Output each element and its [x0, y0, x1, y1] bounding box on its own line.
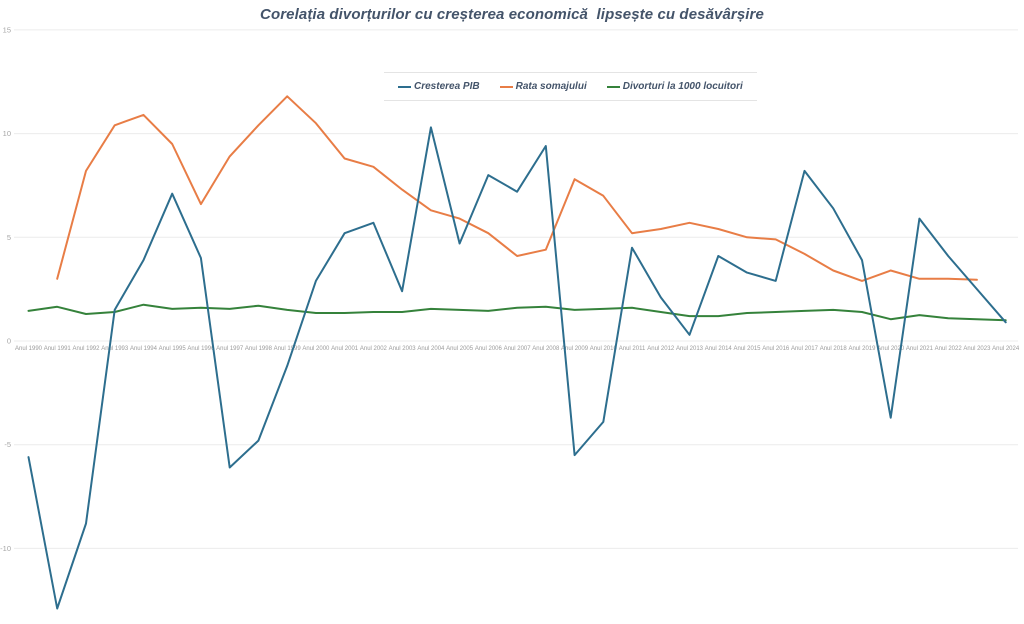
- x-tick-label: Anul 2004: [417, 346, 445, 352]
- legend-label-pib: Cresterea PIB: [414, 81, 480, 92]
- x-tick-label: Anul 2018: [820, 346, 848, 352]
- legend-label-somaj: Rata somajului: [515, 81, 587, 92]
- y-tick-label: -5: [4, 440, 11, 449]
- x-tick-label: Anul 1999: [274, 346, 302, 352]
- x-tick-label: Anul 2010: [590, 346, 618, 352]
- y-tick-label: -10: [0, 544, 11, 553]
- x-tick-label: Anul 2009: [561, 346, 589, 352]
- x-tick-label: Anul 2021: [906, 346, 934, 352]
- x-tick-label: Anul 2012: [647, 346, 675, 352]
- x-tick-label: Anul 1990: [15, 346, 43, 352]
- x-tick-label: Anul 2003: [389, 346, 417, 352]
- x-tick-label: Anul 2015: [733, 346, 761, 352]
- x-tick-label: Anul 2017: [791, 346, 819, 352]
- x-tick-label: Anul 1997: [216, 346, 244, 352]
- legend-item-pib: Cresterea PIB: [398, 81, 480, 92]
- x-tick-label: Anul 1993: [101, 346, 129, 352]
- legend-label-divort: Divorturi la 1000 locuitori: [622, 81, 743, 92]
- y-tick-label: 15: [3, 25, 11, 34]
- legend-item-somaj: Rata somajului: [499, 81, 587, 92]
- x-tick-label: Anul 1996: [187, 346, 215, 352]
- x-tick-label: Anul 2020: [877, 346, 905, 352]
- x-tick-label: Anul 2022: [935, 346, 963, 352]
- x-tick-label: Anul 2016: [762, 346, 790, 352]
- x-tick-label: Anul 1991: [44, 346, 72, 352]
- y-tick-label: 5: [7, 233, 11, 242]
- x-tick-label: Anul 2014: [705, 346, 733, 352]
- x-tick-label: Anul 2024: [992, 346, 1020, 352]
- x-tick-label: Anul 2013: [676, 346, 704, 352]
- x-tick-label: Anul 2008: [532, 346, 560, 352]
- x-tick-label: Anul 2000: [302, 346, 330, 352]
- x-tick-label: Anul 2023: [963, 346, 991, 352]
- x-tick-label: Anul 1995: [159, 346, 187, 352]
- legend: Cresterea PIB Rata somajului Divorturi l…: [384, 72, 757, 101]
- x-tick-label: Anul 2001: [331, 346, 359, 352]
- series-line-2: [27, 303, 1007, 322]
- x-tick-label: Anul 2006: [475, 346, 503, 352]
- pib-line-swatch-icon: [398, 85, 411, 89]
- somaj-line-swatch-icon: [499, 85, 513, 89]
- series-line-1: [56, 95, 978, 282]
- x-tick-label: Anul 1998: [245, 346, 273, 352]
- y-tick-label: 0: [7, 337, 11, 346]
- y-tick-label: 10: [3, 129, 11, 138]
- x-tick-label: Anul 2011: [619, 346, 646, 352]
- legend-item-divort: Divorturi la 1000 locuitori: [606, 81, 743, 92]
- divort-line-swatch-icon: [606, 85, 620, 89]
- x-tick-label: Anul 1994: [130, 346, 158, 352]
- x-tick-label: Anul 2019: [848, 346, 876, 352]
- x-tick-label: Anul 2002: [360, 346, 388, 352]
- x-tick-label: Anul 2007: [504, 346, 532, 352]
- x-tick-label: Anul 2005: [446, 346, 474, 352]
- chart-title: Corelația divorțurilor cu creșterea econ…: [260, 6, 764, 23]
- series-line-0: [27, 126, 1007, 610]
- x-tick-label: Anul 1992: [72, 346, 100, 352]
